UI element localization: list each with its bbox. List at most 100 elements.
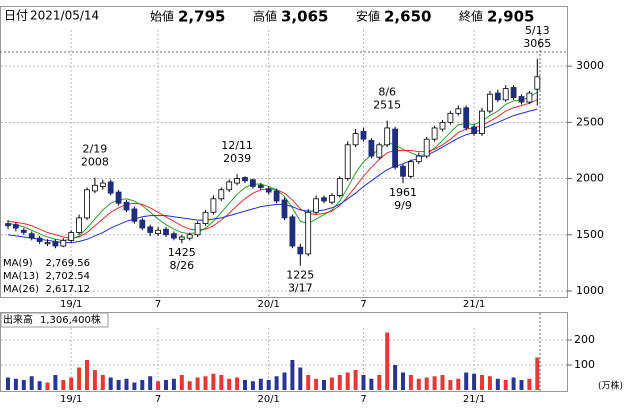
volume-bar (487, 376, 492, 390)
legend-value: 2,702.54 (45, 271, 90, 282)
candle-body (297, 246, 304, 255)
volume-bar (132, 382, 137, 390)
candle-body (163, 228, 169, 236)
header-label: 日付 (4, 9, 28, 23)
candle-body (439, 121, 446, 130)
candle-body (384, 127, 391, 146)
volume-unit: (万株) (598, 380, 623, 392)
candle-body (431, 127, 438, 140)
candle-body (92, 184, 98, 192)
annotation-date: 8/26 (169, 259, 194, 272)
header-label: 終値 (459, 9, 483, 24)
candle-body (368, 139, 375, 157)
volume-bar (85, 360, 89, 390)
candle-body (447, 112, 454, 123)
y-tick-label: 1500 (576, 228, 604, 241)
annotation-price: 1425 (168, 246, 196, 259)
candle-body (155, 229, 162, 235)
candle-body (518, 96, 525, 103)
annotation-date: 8/6 (378, 86, 396, 99)
volume-bar (503, 380, 508, 390)
volume-bar (535, 357, 540, 390)
annotation-date: 12/11 (221, 139, 253, 152)
candle-body (360, 130, 367, 140)
volume-bar (243, 380, 247, 390)
volume-bar (116, 380, 121, 390)
candle-body (257, 184, 264, 188)
candle-body (352, 133, 359, 146)
candle-body (178, 236, 185, 240)
volume-bar (511, 377, 516, 390)
candle-body (305, 211, 312, 255)
x-tick-label: 7 (155, 299, 161, 310)
y-tick-label: 1000 (576, 284, 604, 297)
candle-body (115, 191, 122, 204)
x-tick-label: 20/1 (257, 394, 279, 405)
volume-bar (108, 377, 113, 390)
volume-bar (21, 380, 26, 390)
volume-bar (92, 370, 97, 390)
candle-body (218, 189, 225, 200)
candle-body (76, 217, 82, 233)
volume-frame (0, 312, 568, 392)
candle-body (376, 144, 383, 158)
price-frame (0, 6, 568, 298)
candle-body (107, 181, 114, 194)
x-tick-label: 7 (360, 394, 366, 405)
volume-bar (219, 375, 224, 390)
volume-bar (472, 373, 477, 390)
candle-body (147, 226, 154, 233)
annotation-price: 2008 (81, 156, 109, 169)
candle-body (123, 201, 130, 211)
volume-bar (393, 365, 398, 390)
x-tick-label: 20/1 (257, 299, 279, 310)
volume-bar (187, 381, 192, 390)
candle-body (99, 182, 106, 187)
candle-body (313, 198, 320, 213)
candle-body (479, 110, 485, 134)
volume-bar (179, 375, 184, 390)
candle-body (289, 216, 296, 247)
candle-body (415, 155, 422, 163)
annotation-date: 9/9 (394, 199, 412, 212)
legend-name: MA(13) (3, 271, 39, 282)
volume-bar (329, 377, 334, 390)
candle-body (281, 199, 288, 219)
volume-bar (314, 378, 319, 390)
volume-bar (440, 375, 445, 390)
x-tick-label: 7 (360, 299, 366, 310)
candle-body (68, 232, 75, 241)
volume-header-box (0, 312, 109, 328)
volume-bar (274, 376, 279, 390)
volume-bar (156, 381, 161, 390)
volume-bar (235, 377, 240, 390)
volume-bar (337, 375, 342, 390)
y-tick-label: 2000 (576, 172, 604, 185)
candle-body (463, 107, 470, 129)
legend-value: 2,617.12 (45, 284, 90, 295)
annotation-price: 2039 (223, 152, 251, 165)
x-tick-label: 21/1 (463, 394, 485, 405)
volume-bar (140, 380, 145, 390)
volume-bar (353, 370, 358, 390)
y-tick-label: 100 (574, 358, 595, 371)
volume-bar (432, 376, 437, 390)
volume-bar (416, 378, 421, 390)
volume-bar (77, 367, 82, 390)
annotation-price: 2515 (373, 99, 401, 112)
x-tick-label: 21/1 (463, 299, 485, 310)
candle-body (186, 234, 193, 239)
volume-bar (69, 377, 74, 390)
ma-line (7, 108, 538, 244)
header-value: 2,650 (384, 8, 431, 26)
header-label: 始値 (150, 9, 174, 24)
candle-body (400, 165, 406, 177)
candle-body (273, 190, 280, 202)
legend-name: MA(26) (3, 284, 39, 295)
annotation-price: 1961 (389, 186, 417, 199)
candle-body (407, 161, 414, 177)
x-tick-label: 19/1 (60, 299, 82, 310)
volume-bar (250, 381, 255, 390)
volume-bar (385, 332, 390, 390)
candle-body (44, 242, 51, 245)
